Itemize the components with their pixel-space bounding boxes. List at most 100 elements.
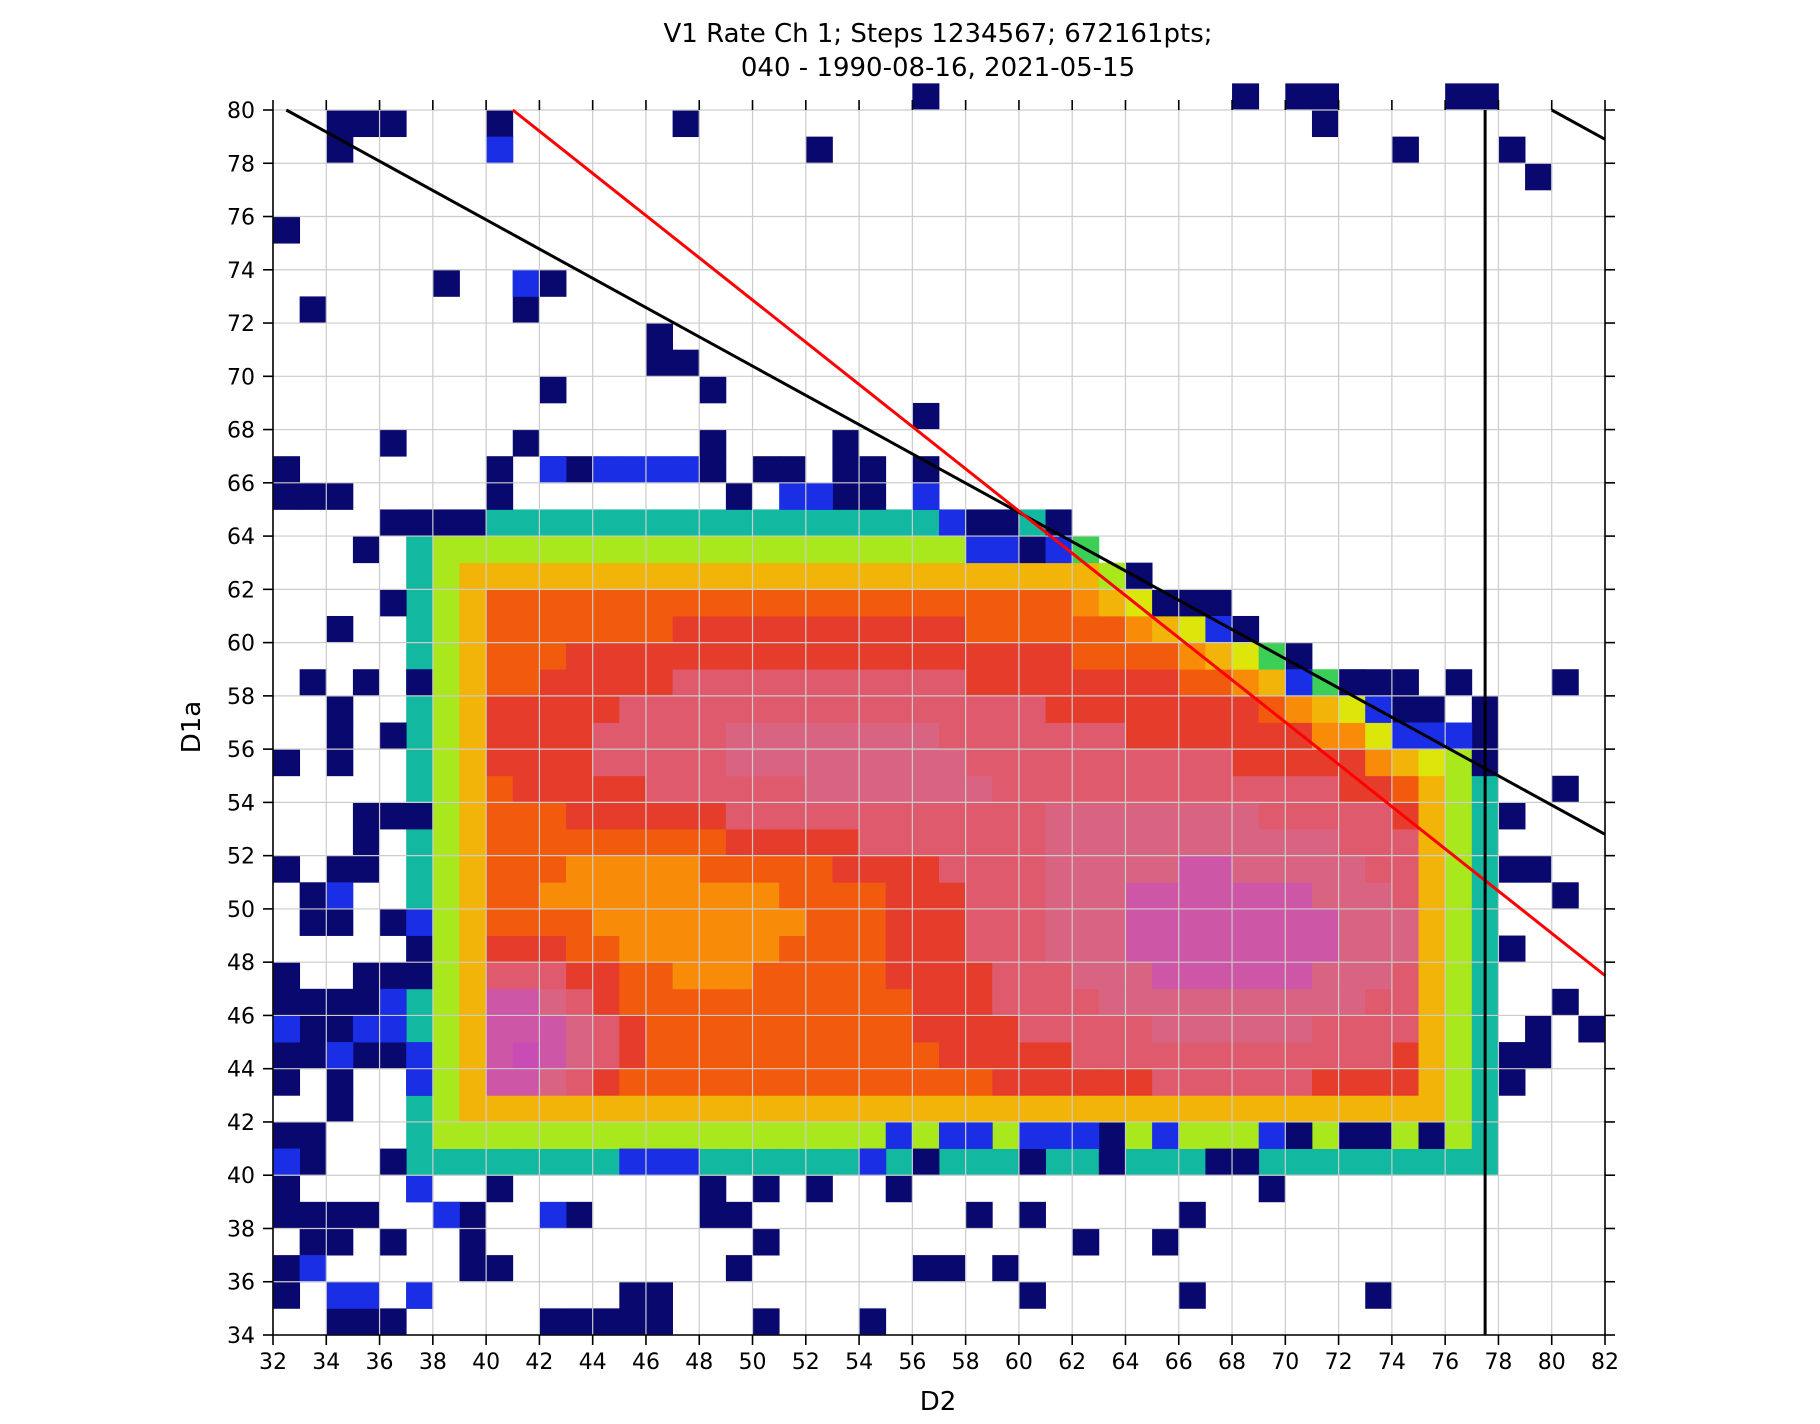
heatmap-cell — [859, 988, 887, 1016]
heatmap-cell — [1072, 615, 1100, 644]
heatmap-cell — [805, 1121, 833, 1149]
heatmap-cell — [432, 562, 460, 590]
heatmap-cell — [672, 1095, 700, 1123]
heatmap-cell — [406, 722, 434, 750]
heatmap-cell — [1391, 882, 1419, 910]
heatmap-cell — [779, 482, 807, 510]
heatmap-cell — [859, 695, 887, 723]
heatmap-cell — [432, 908, 460, 936]
heatmap-cell — [1338, 1015, 1366, 1043]
heatmap-cell — [299, 1042, 327, 1070]
heatmap-cell — [1045, 509, 1073, 537]
heatmap-cell — [672, 1015, 700, 1043]
heatmap-cell — [1578, 1015, 1606, 1043]
heatmap-cell — [832, 1121, 860, 1149]
heatmap-cell — [912, 402, 940, 430]
heatmap-cell — [672, 829, 700, 857]
heatmap-cell — [939, 855, 967, 883]
heatmap-cell — [1311, 802, 1339, 830]
heatmap-cell — [805, 962, 833, 990]
heatmap-cell — [432, 882, 460, 910]
heatmap-cell — [1045, 1015, 1073, 1043]
heatmap-cell — [805, 829, 833, 857]
heatmap-cell — [273, 749, 301, 777]
heatmap-cell — [1152, 988, 1180, 1016]
heatmap-cell — [1205, 695, 1233, 723]
heatmap-cell — [779, 669, 807, 697]
heatmap-cell — [486, 749, 514, 777]
y-tick-label: 70 — [227, 365, 255, 390]
heatmap-cell — [566, 722, 594, 750]
heatmap-cell — [1365, 882, 1393, 910]
heatmap-cell — [672, 669, 700, 697]
heatmap-cell — [912, 908, 940, 936]
heatmap-cell — [885, 536, 913, 564]
heatmap-cell — [619, 1281, 647, 1309]
heatmap-cell — [1098, 1015, 1126, 1043]
heatmap-cell — [592, 456, 620, 484]
heatmap-cell — [1445, 1095, 1473, 1123]
heatmap-cell — [725, 562, 753, 590]
heatmap-cell — [699, 509, 727, 537]
heatmap-cell — [912, 482, 940, 510]
heatmap-cell — [1391, 775, 1419, 803]
heatmap-cell — [1178, 749, 1206, 777]
heatmap-cell — [273, 1121, 301, 1149]
y-tick-label: 36 — [227, 1271, 255, 1296]
heatmap-cell — [1311, 988, 1339, 1016]
heatmap-cell — [859, 1308, 887, 1336]
heatmap-cell — [592, 695, 620, 723]
heatmap-cell — [1232, 988, 1260, 1016]
heatmap-cell — [1232, 829, 1260, 857]
heatmap-cell — [352, 829, 380, 857]
heatmap-cell — [1125, 988, 1153, 1016]
heatmap-cell — [752, 1095, 780, 1123]
y-tick-label: 56 — [227, 738, 255, 763]
heatmap-cell — [1365, 988, 1393, 1016]
heatmap-cell — [1285, 669, 1313, 697]
x-tick-label: 34 — [312, 1350, 340, 1375]
heatmap-cell — [1232, 615, 1260, 644]
x-tick-label: 44 — [579, 1350, 607, 1375]
heatmap-cell — [752, 962, 780, 990]
heatmap-cell — [1045, 829, 1073, 857]
heatmap-cell — [1098, 1121, 1126, 1149]
heatmap-cell — [566, 935, 594, 963]
heatmap-cell — [1152, 1228, 1180, 1256]
heatmap-cell — [592, 536, 620, 564]
heatmap-cell — [432, 802, 460, 830]
heatmap-cell — [299, 1121, 327, 1149]
heatmap-cell — [566, 589, 594, 617]
heatmap-cell — [752, 882, 780, 910]
heatmap-cell — [486, 509, 514, 537]
heatmap-cell — [432, 1068, 460, 1096]
heatmap-cell — [1232, 642, 1260, 670]
heatmap-cell — [459, 1095, 487, 1123]
heatmap-cell — [672, 855, 700, 883]
heatmap-cell — [779, 802, 807, 830]
heatmap-cell — [805, 1042, 833, 1070]
heatmap-cell — [992, 1015, 1020, 1043]
overlay-lines — [285, 108, 1606, 1335]
heatmap-cell — [566, 829, 594, 857]
heatmap-cell — [1018, 935, 1046, 963]
heatmap-cell — [805, 855, 833, 883]
heatmap-cell — [832, 695, 860, 723]
heatmap-cell — [939, 1042, 967, 1070]
heatmap-cell — [1205, 1121, 1233, 1149]
heatmap-cell — [859, 589, 887, 617]
heatmap-cell — [1098, 908, 1126, 936]
heatmap-cell — [1178, 882, 1206, 910]
heatmap-cell — [1205, 1042, 1233, 1070]
heatmap-cell — [832, 589, 860, 617]
heatmap-cell — [1125, 802, 1153, 830]
heatmap-cell — [512, 749, 540, 777]
heatmap-cell — [352, 962, 380, 990]
heatmap-cell — [273, 1015, 301, 1043]
heatmap-cell — [273, 855, 301, 883]
heatmap-cell — [486, 1095, 514, 1123]
heatmap-cell — [1285, 988, 1313, 1016]
heatmap-cell — [992, 962, 1020, 990]
heatmap-cell — [1311, 855, 1339, 883]
heatmap-cell — [299, 908, 327, 936]
